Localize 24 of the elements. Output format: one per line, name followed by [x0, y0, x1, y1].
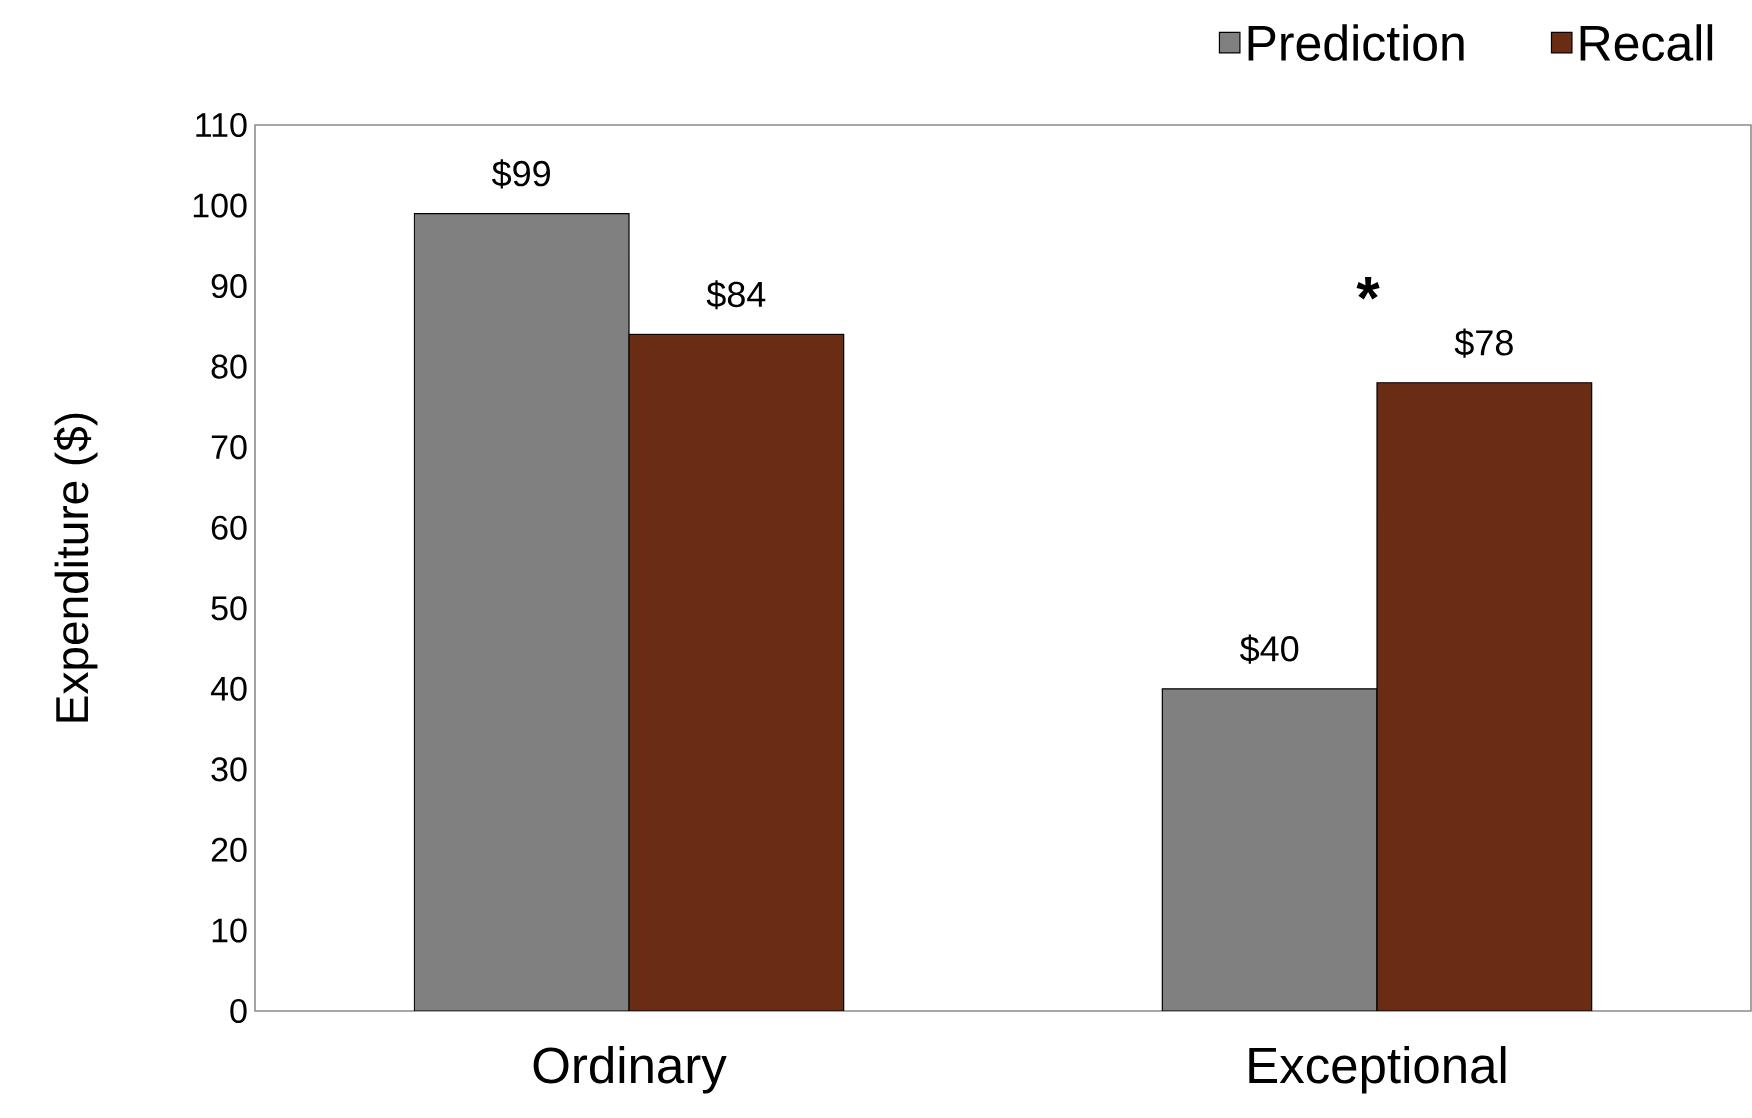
y-tick-label: 60 [211, 515, 247, 540]
data-label: $84 [706, 280, 766, 310]
y-tick-label: 110 [196, 112, 247, 138]
x-tick-label: Exceptional [1249, 1046, 1506, 1094]
x-tick-label: Ordinary [533, 1046, 727, 1094]
y-tick-label: 90 [211, 274, 247, 299]
data-label: $99 [492, 159, 550, 189]
y-tick-label: 0 [230, 998, 247, 1024]
y-tick-label: 40 [210, 676, 247, 701]
bar [628, 333, 845, 1011]
legend-label: Recall [1580, 24, 1713, 61]
y-tick-label: 100 [193, 193, 247, 218]
y-tick-label: 80 [211, 354, 247, 379]
bar [1376, 382, 1593, 1011]
y-axis-title: Expenditure ($) [53, 413, 98, 722]
annotation: * [1356, 277, 1380, 300]
y-tick-label: 20 [211, 837, 247, 862]
y-tick-label: 70 [211, 435, 247, 460]
y-tick-label: 30 [211, 757, 247, 782]
y-tick-label: 10 [212, 918, 247, 943]
y-tick-label: 50 [211, 596, 247, 621]
legend-label: Prediction [1248, 24, 1464, 61]
data-label: $40 [1240, 634, 1299, 664]
data-label: $78 [1454, 328, 1513, 358]
